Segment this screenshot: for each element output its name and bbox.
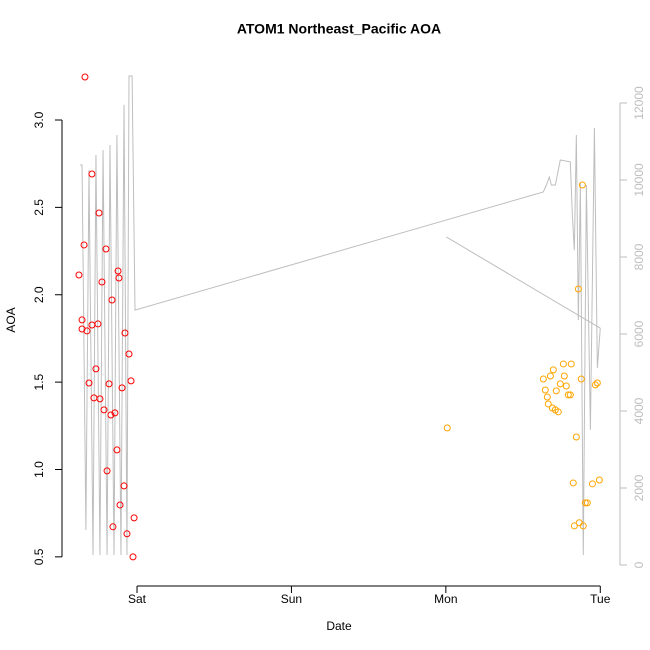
data-point [95, 209, 103, 217]
chart-title: ATOM1 Northeast_Pacific AOA [237, 21, 441, 37]
data-point [566, 391, 574, 399]
x-tick-label: Mon [434, 592, 457, 606]
data-point [98, 278, 106, 286]
data-point [78, 316, 86, 324]
x-tick-label: Sat [128, 592, 147, 606]
y-tick-label: 0.5 [32, 548, 46, 565]
y2-tick-label: 10000 [632, 163, 646, 197]
data-point [570, 522, 578, 530]
data-point [567, 360, 575, 368]
data-point [539, 375, 547, 383]
data-point [595, 476, 603, 484]
data-point [115, 274, 123, 282]
data-point [85, 379, 93, 387]
data-point [564, 391, 572, 399]
data-point [588, 480, 596, 488]
data-point [562, 382, 570, 390]
data-point [100, 406, 108, 414]
data-point [96, 395, 104, 403]
data-line [80, 75, 601, 555]
y-tick-label: 1.0 [32, 461, 46, 478]
data-point [591, 381, 599, 389]
data-point [583, 499, 591, 507]
data-point [572, 433, 580, 441]
y-axis-label: AOA [4, 307, 18, 332]
y2-tick-label: 2000 [632, 474, 646, 501]
x-tick-label: Tue [590, 592, 611, 606]
data-point [556, 380, 564, 388]
data-point [125, 350, 133, 358]
data-point [546, 372, 554, 380]
data-point [121, 329, 129, 337]
data-point [113, 446, 121, 454]
y2-tick-label: 6000 [632, 320, 646, 347]
data-point [549, 366, 557, 374]
y-tick-label: 2.5 [32, 199, 46, 216]
data-point [574, 285, 582, 293]
y2-tick-label: 4000 [632, 397, 646, 424]
data-point [560, 372, 568, 380]
data-point [114, 267, 122, 275]
data-point [554, 408, 562, 416]
data-point [83, 327, 91, 335]
data-point [129, 553, 137, 561]
data-point [109, 523, 117, 531]
data-point [116, 501, 124, 509]
x-tick-label: Sun [281, 592, 302, 606]
data-point [581, 499, 589, 507]
data-point [559, 360, 567, 368]
y-tick-label: 3.0 [32, 111, 46, 128]
data-point [111, 409, 119, 417]
data-point [92, 365, 100, 373]
data-point [107, 411, 115, 419]
data-point [127, 377, 135, 385]
data-point [102, 245, 110, 253]
data-point [81, 73, 89, 81]
data-point [569, 479, 577, 487]
data-point [579, 522, 587, 530]
data-point [544, 400, 552, 408]
data-point [577, 375, 585, 383]
y2-tick-label: 8000 [632, 243, 646, 270]
y-tick-label: 1.5 [32, 373, 46, 390]
data-point [120, 482, 128, 490]
data-point [123, 530, 131, 538]
data-point [94, 320, 102, 328]
data-point [593, 379, 601, 387]
data-point [105, 380, 113, 388]
data-point [80, 241, 88, 249]
y2-tick-label: 12000 [632, 86, 646, 120]
data-point [118, 384, 126, 392]
data-point [75, 271, 83, 279]
y2-tick-label: 0 [632, 561, 646, 568]
data-point [443, 424, 451, 432]
data-point [543, 393, 551, 401]
data-point [541, 386, 549, 394]
x-axis-label: Date [326, 619, 352, 633]
data-point [88, 170, 96, 178]
data-point [552, 387, 560, 395]
data-point [578, 181, 586, 189]
y-tick-label: 2.0 [32, 286, 46, 303]
data-point [103, 467, 111, 475]
data-point [130, 514, 138, 522]
data-point [108, 296, 116, 304]
